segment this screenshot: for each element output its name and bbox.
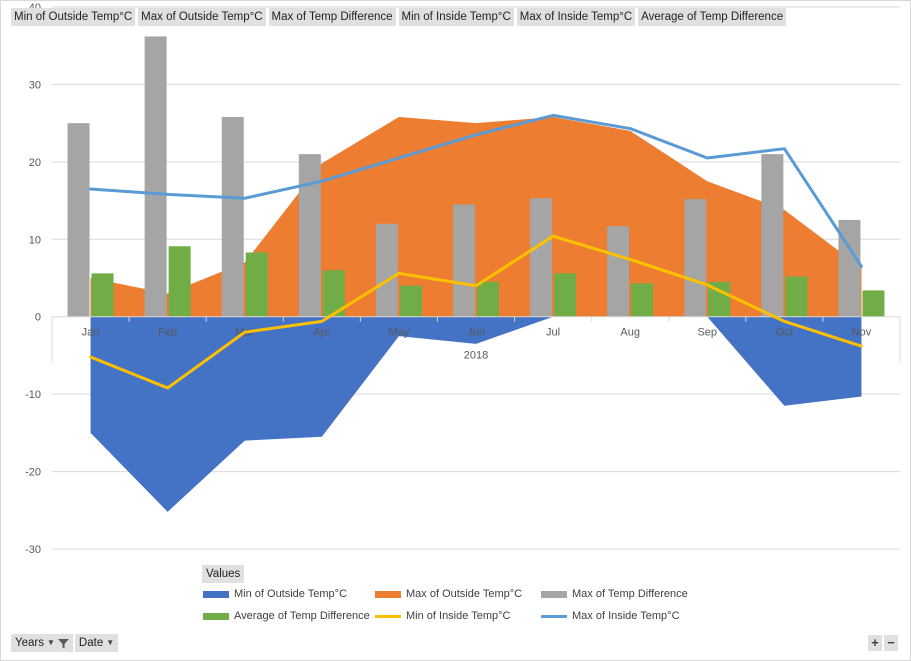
field-button-max-outside[interactable]: Max of Outside Temp°C <box>138 8 267 26</box>
y-tick-label: 30 <box>29 79 41 91</box>
legend-label: Min of Inside Temp°C <box>406 610 511 622</box>
bar-max-temp-difference <box>298 154 321 317</box>
legend-swatch <box>203 612 229 620</box>
y-tick-label: 10 <box>29 234 41 246</box>
dropdown-arrow-icon: ▼ <box>47 638 55 647</box>
legend-item-max-inside[interactable]: Max of Inside Temp°C <box>541 608 680 624</box>
date-field-button[interactable]: Date ▼ <box>74 634 119 652</box>
axis-field-buttons: Years ▼ Date ▼ <box>11 634 119 652</box>
filter-funnel-icon <box>57 638 69 648</box>
bar-avg-temp-difference <box>245 252 268 317</box>
x-tick-label: Feb <box>158 327 177 339</box>
x-group-label: 2018 <box>464 350 488 362</box>
x-tick-label: May <box>389 327 410 339</box>
bar-max-temp-difference <box>221 116 244 317</box>
bar-max-temp-difference <box>144 36 167 317</box>
values-field-button[interactable]: Values <box>202 565 245 583</box>
area-max-outside-temp <box>90 116 862 317</box>
bar-avg-temp-difference <box>91 273 114 317</box>
legend-swatch <box>541 590 567 598</box>
years-label: Years <box>15 637 44 649</box>
legend-label: Max of Inside Temp°C <box>572 610 680 622</box>
bar-avg-temp-difference <box>322 270 345 317</box>
area-series <box>90 116 862 512</box>
dropdown-arrow-icon: ▼ <box>106 638 115 647</box>
x-tick-label: Jul <box>546 327 560 339</box>
field-button-min-outside[interactable]: Min of Outside Temp°C <box>11 8 137 26</box>
bar-max-temp-difference <box>761 154 784 317</box>
line-max-inside-temp <box>89 113 863 268</box>
legend-swatch <box>375 590 401 598</box>
legend-item-max-diff[interactable]: Max of Temp Difference <box>541 586 688 602</box>
bar-avg-temp-difference <box>168 246 191 317</box>
bar-avg-temp-difference <box>862 290 885 317</box>
x-tick-label: Aug <box>620 327 640 339</box>
field-button-min-inside[interactable]: Min of Inside Temp°C <box>398 8 515 26</box>
bar-avg-temp-difference <box>554 273 577 317</box>
legend-swatch <box>541 614 567 618</box>
x-tick-label: Sep <box>697 327 717 339</box>
legend-label: Min of Outside Temp°C <box>234 588 348 600</box>
legend-item-max-outside[interactable]: Max of Outside Temp°C <box>375 586 522 602</box>
bar-series <box>67 36 885 317</box>
line-min-inside-temp <box>89 234 863 390</box>
y-tick-label: -10 <box>25 389 41 401</box>
x-tick-label: Nov <box>852 327 872 339</box>
field-button-avg-diff[interactable]: Average of Temp Difference <box>638 8 788 26</box>
bar-max-temp-difference <box>67 123 90 317</box>
value-field-buttons: Min of Outside Temp°C Max of Outside Tem… <box>11 8 788 26</box>
legend-label: Max of Temp Difference <box>572 588 688 600</box>
x-tick-label: Jan <box>82 327 100 339</box>
legend-label: Average of Temp Difference <box>234 610 370 622</box>
expand-collapse-buttons: + − <box>868 635 898 651</box>
bar-avg-temp-difference <box>399 285 422 317</box>
y-tick-label: -20 <box>25 467 41 479</box>
legend-swatch <box>203 590 229 598</box>
bar-avg-temp-difference <box>785 276 808 317</box>
area-min-outside-temp <box>90 316 862 512</box>
years-field-button[interactable]: Years ▼ <box>11 634 73 652</box>
expand-field-button[interactable]: + <box>868 635 882 651</box>
date-label: Date <box>78 637 104 649</box>
bar-max-temp-difference <box>453 204 475 317</box>
bar-avg-temp-difference <box>477 281 499 317</box>
legend-swatch <box>375 614 401 618</box>
x-tick-label: Jun <box>467 327 485 339</box>
y-tick-label: 0 <box>35 312 41 324</box>
x-tick-label: Apr <box>313 327 330 339</box>
bar-avg-temp-difference <box>708 281 731 317</box>
y-tick-label: 20 <box>29 157 41 169</box>
bar-max-temp-difference <box>530 198 553 317</box>
bar-max-temp-difference <box>607 226 630 317</box>
field-button-max-inside[interactable]: Max of Inside Temp°C <box>516 8 637 26</box>
axis-labels: -30-20-10010203040 <box>25 2 41 556</box>
bar-max-temp-difference <box>375 223 398 317</box>
line-series <box>89 113 863 390</box>
legend-item-avg-diff[interactable]: Average of Temp Difference <box>203 608 370 624</box>
legend-item-min-inside[interactable]: Min of Inside Temp°C <box>375 608 510 624</box>
legend-label: Max of Outside Temp°C <box>406 588 523 600</box>
collapse-field-button[interactable]: − <box>884 635 898 651</box>
bar-avg-temp-difference <box>631 283 654 317</box>
bar-max-temp-difference <box>684 199 707 317</box>
field-button-max-diff[interactable]: Max of Temp Difference <box>268 8 397 26</box>
legend-item-min-outside[interactable]: Min of Outside Temp°C <box>203 586 347 602</box>
x-tick-label: Oct <box>776 327 793 339</box>
bar-max-temp-difference <box>838 219 861 317</box>
y-tick-label: -30 <box>25 544 41 556</box>
